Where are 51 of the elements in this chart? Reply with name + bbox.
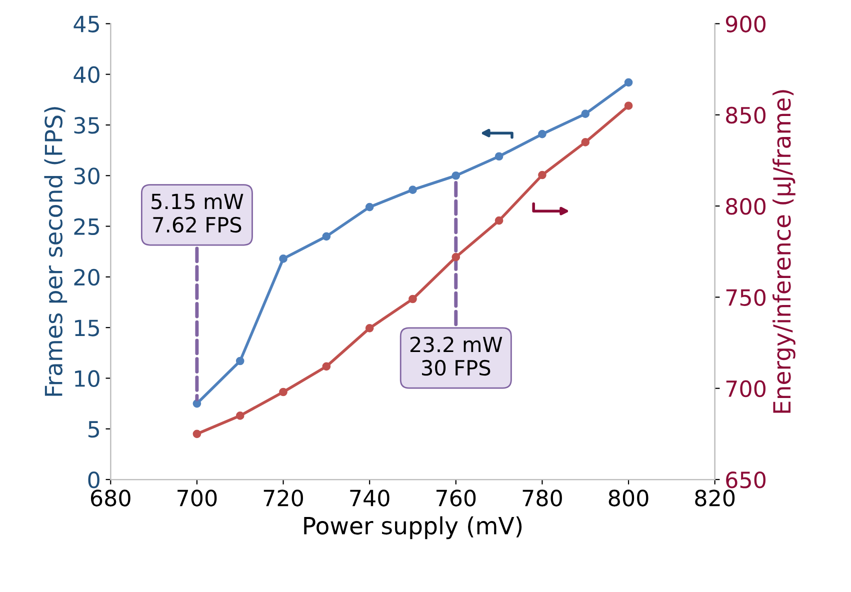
point	[538, 170, 546, 180]
point	[279, 254, 288, 263]
point	[236, 412, 244, 420]
y2-tick-label: 750	[726, 289, 766, 306]
x-tick-label: 760	[436, 490, 476, 506]
y2-tick-label: 850	[726, 106, 766, 124]
point	[581, 110, 590, 118]
point	[581, 138, 590, 146]
y2-tick-label: 900	[726, 16, 766, 32]
y-tick-label: 20	[74, 268, 100, 286]
annotation: 23.2 mW 30 FPS	[410, 336, 502, 376]
point	[624, 102, 633, 110]
y2-tick-label: 650	[726, 471, 766, 488]
x-axis-title: Power supply (mV)	[304, 516, 522, 540]
y-tick-label: 35	[74, 116, 99, 134]
x-tick-label: 800	[608, 490, 648, 506]
point	[322, 362, 331, 371]
point	[279, 388, 288, 396]
x-tick-label: 680	[90, 490, 130, 506]
y-tick-label: 0	[88, 471, 100, 488]
point	[408, 294, 417, 304]
x-tick-label: 740	[350, 490, 390, 506]
y-tick-label: 40	[74, 66, 100, 84]
point	[192, 430, 202, 438]
point	[365, 202, 374, 212]
point	[408, 186, 417, 194]
point	[322, 232, 331, 241]
point	[624, 78, 633, 87]
annotation: 5.15 mW 7.62 FPS	[152, 194, 244, 233]
x-tick-label: 820	[695, 490, 735, 506]
y-tick-label: 10	[75, 370, 100, 387]
point	[538, 130, 546, 138]
point	[494, 152, 504, 161]
y-axis-title: Frames per second (FPS)	[44, 107, 68, 396]
y-tick-label: 45	[74, 16, 99, 32]
x-tick-label: 700	[178, 490, 217, 506]
y-tick-label: 5	[88, 421, 99, 438]
point	[365, 324, 374, 332]
y-tick-label: 15	[75, 320, 99, 336]
point	[452, 171, 460, 180]
y2-tick-label: 800	[726, 198, 766, 215]
point	[452, 252, 460, 262]
point	[236, 356, 244, 366]
x-tick-label: 720	[264, 490, 303, 506]
y2-tick-label: 700	[726, 380, 766, 398]
y-tick-label: 25	[74, 218, 99, 236]
point	[494, 216, 504, 225]
y-tick-label: 30	[74, 168, 100, 184]
x-tick-label: 780	[522, 490, 562, 506]
point	[192, 399, 202, 408]
y2-axis-title: Energy/inference (µJ/frame)	[772, 90, 796, 413]
